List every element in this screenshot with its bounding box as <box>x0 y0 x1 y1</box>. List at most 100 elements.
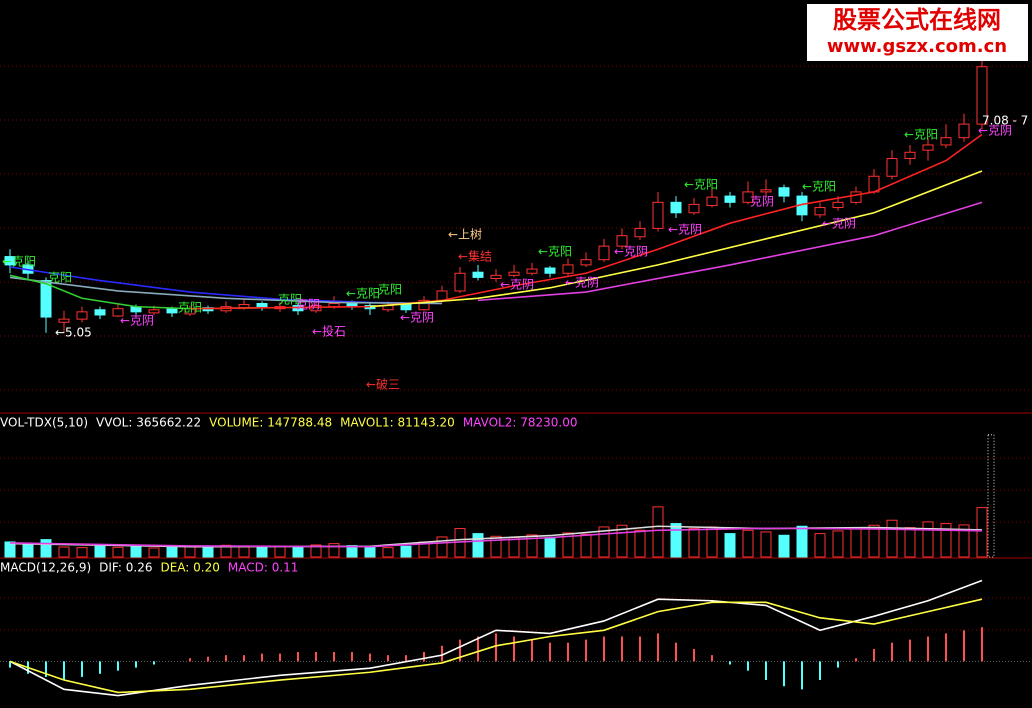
candle-body <box>328 302 340 308</box>
annotation: 克阳 <box>378 283 402 297</box>
volume-bar <box>472 533 484 558</box>
candle-body <box>940 137 952 146</box>
annotation: 克阳 <box>278 293 302 307</box>
volume-bar <box>760 531 772 558</box>
volume-bar <box>562 532 574 558</box>
candle-body <box>544 267 556 274</box>
annotation: 克阴 <box>750 195 774 209</box>
volume-bar <box>742 529 754 558</box>
annotation: ←投石 <box>312 324 346 339</box>
watermark-url: www.gszx.com.cn <box>827 36 1007 57</box>
annotation: ←克阴 <box>500 278 534 292</box>
annotation: ←克阴 <box>978 124 1012 138</box>
volume-bar <box>382 547 394 558</box>
candle-body <box>634 227 646 238</box>
candle-body <box>562 264 574 274</box>
panel-header: VOLUME: 147788.48 <box>209 416 332 430</box>
candle-body <box>400 304 412 311</box>
volume-bar <box>904 527 916 558</box>
candle-body <box>652 201 664 229</box>
volume-bar <box>652 506 664 558</box>
candle-body <box>490 274 502 279</box>
annotation: ←克阳 <box>802 180 836 194</box>
volume-bar <box>526 534 538 558</box>
annotation: ←克阴 <box>614 245 648 259</box>
volume-bar <box>580 533 592 558</box>
annotation: 克阳 <box>48 271 72 285</box>
candle-body <box>706 196 718 206</box>
volume-bar <box>256 546 268 558</box>
volume-bar <box>130 546 142 558</box>
annotation: 7.08 - 7 <box>982 114 1028 128</box>
annotation: ←5.05 <box>55 326 92 340</box>
candle-body <box>976 66 988 125</box>
panel-header: MAVOL2: 78230.00 <box>463 416 578 430</box>
panel-header: VOL-TDX(5,10) <box>0 416 88 430</box>
candle-body <box>148 309 160 314</box>
volume-bar <box>40 539 52 558</box>
grid <box>0 65 1032 631</box>
volume-bar <box>670 523 682 558</box>
candle-body <box>472 271 484 278</box>
candle-body <box>580 259 592 266</box>
volume-bar <box>238 546 250 558</box>
candle-body <box>58 318 70 323</box>
volume-bar <box>58 546 70 558</box>
volume-bar <box>112 546 124 558</box>
volume-bar <box>400 545 412 558</box>
annotation: ←克阴 <box>822 217 856 231</box>
candle-body <box>454 272 466 292</box>
volume-bar <box>922 521 934 558</box>
annotation: ←克阴 <box>565 276 599 290</box>
panel-header: MAVOL1: 81143.20 <box>340 416 455 430</box>
annotation: ←克阴 <box>120 314 154 328</box>
candle-body <box>850 191 862 203</box>
candle-body <box>40 280 52 318</box>
volume-bar <box>508 537 520 558</box>
annotation: ←克阳 <box>684 178 718 192</box>
annotation: ←集结 <box>458 249 492 264</box>
candle-body <box>310 305 322 312</box>
candle-body <box>922 144 934 151</box>
volume-bar <box>976 507 988 558</box>
candle-body <box>76 311 88 320</box>
candle-body <box>724 195 736 203</box>
volume-bar <box>796 525 808 558</box>
indicator-line <box>9 579 983 697</box>
annotation: ←克阳 <box>904 128 938 142</box>
annotation: ←克阳 <box>346 287 380 301</box>
candle-body <box>166 308 178 314</box>
volume-bar <box>148 547 160 558</box>
volume-bar <box>292 546 304 558</box>
annotation: 克阴 <box>296 298 320 312</box>
volume-bar <box>4 541 16 558</box>
volume-bar <box>688 528 700 558</box>
candle-body <box>760 189 772 193</box>
annotation: ←破三 <box>366 377 400 392</box>
annotation: ←克阳 <box>538 245 572 259</box>
annotation: ←克阴 <box>668 223 702 237</box>
volume-bar <box>364 546 376 558</box>
annotation: 克阳 <box>178 301 202 315</box>
volume-bar <box>310 544 322 558</box>
volume-bar <box>328 543 340 558</box>
volume-bar <box>274 545 286 558</box>
volume-bar <box>868 524 880 558</box>
volume-bar <box>850 528 862 558</box>
candle-body <box>616 235 628 247</box>
annotation: ←克阳 <box>2 255 36 269</box>
annotation: ←上树 <box>448 227 482 242</box>
candle-body <box>814 207 826 216</box>
volume-bar <box>958 524 970 558</box>
volume-bar <box>886 519 898 558</box>
candle-body <box>670 201 682 214</box>
volume-bar <box>76 547 88 558</box>
volume-bar <box>220 544 232 558</box>
panel-header: MACD(12,26,9) <box>0 561 91 575</box>
volume-bar <box>778 534 790 558</box>
volume-bar <box>940 523 952 558</box>
candle-body <box>418 299 430 311</box>
